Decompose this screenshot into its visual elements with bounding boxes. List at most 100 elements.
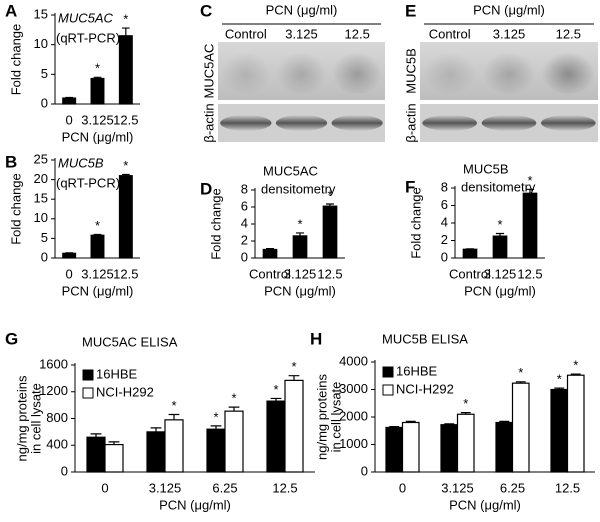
bar: [262, 248, 278, 259]
legend-swatch: [82, 369, 94, 381]
error-bar: [554, 387, 565, 390]
x-tick-label: 12.5: [272, 480, 297, 495]
y-tick-label: 4: [441, 214, 448, 229]
x-axis-label: PCN (μg/ml): [62, 129, 134, 144]
y-tick-label: 0: [41, 95, 48, 110]
bar: [62, 97, 77, 105]
y-axis-label: ng/mg proteins: [314, 374, 329, 460]
y-axis-label: in cell lysate: [28, 383, 43, 454]
error-bar: [210, 425, 222, 430]
panel-label: F: [405, 177, 415, 196]
blot-band: [541, 50, 596, 94]
y-tick-label: 5: [41, 230, 48, 245]
bar: [566, 374, 585, 473]
bar: [224, 410, 244, 473]
error-bar: [108, 441, 120, 445]
bar: [118, 175, 133, 259]
y-axis-label: Fold change: [208, 188, 223, 260]
significance-mark: *: [231, 391, 236, 406]
y-axis-label: Fold change: [8, 173, 23, 245]
bar: [492, 235, 508, 259]
error-bar: [444, 423, 455, 425]
row-label: β-actin: [403, 103, 418, 142]
x-tick-label: 0: [66, 112, 73, 127]
significance-mark: *: [327, 187, 332, 202]
significance-mark: *: [518, 365, 523, 380]
chart-title: MUC5AC: [263, 163, 318, 178]
row-label: β-actin: [201, 103, 216, 142]
y-tick-label: 5: [41, 66, 48, 81]
chart-title: MUC5AC: [58, 10, 114, 25]
y-tick-label: 25: [34, 151, 48, 166]
error-bar: [265, 248, 275, 250]
error-bar: [93, 233, 102, 236]
x-tick-label: 3.125: [81, 266, 114, 281]
lane-label: 3.125: [493, 26, 526, 41]
bar: [322, 205, 338, 259]
x-tick-label: 0: [66, 266, 73, 281]
lane-label: 12.5: [345, 26, 370, 41]
lane-label: Control: [429, 26, 471, 41]
x-tick-label: 3.125: [441, 480, 474, 495]
blot-band: [220, 50, 271, 94]
y-tick-label: 15: [34, 191, 48, 206]
error-bar: [228, 406, 240, 412]
actin-band: [541, 115, 596, 131]
panel-label: H: [310, 329, 322, 348]
bar: [550, 388, 569, 473]
error-bar: [168, 413, 180, 420]
error-bar: [150, 427, 162, 432]
significance-mark: *: [123, 158, 128, 173]
y-tick-label: 20: [34, 171, 48, 186]
chart-subtitle: densitometry: [261, 181, 336, 196]
panel-label: A: [5, 1, 17, 20]
significance-mark: *: [213, 409, 218, 424]
y-tick-label: 800: [46, 410, 68, 425]
legend-label: NCI-H292: [96, 384, 154, 399]
significance-mark: *: [95, 218, 100, 233]
y-tick-label: 400: [46, 437, 68, 452]
y-axis-label: in cell lysate: [328, 382, 343, 453]
chart-subtitle: (qRT-PCR): [56, 30, 120, 45]
actin-band: [331, 115, 383, 131]
legend-label: 16HBE: [396, 363, 438, 378]
significance-mark: *: [171, 398, 176, 413]
panel-label: D: [200, 179, 212, 198]
x-axis-label: PCN (μg/ml): [464, 283, 536, 298]
y-tick-label: 0: [441, 249, 448, 264]
bar: [104, 443, 124, 473]
significance-mark: *: [95, 61, 100, 76]
chart-title: MUC5AC ELISA: [82, 334, 178, 349]
y-tick-label: 1000: [339, 436, 368, 451]
bar: [164, 419, 184, 473]
bar: [90, 234, 105, 259]
significance-mark: *: [291, 359, 296, 374]
significance-mark: *: [463, 396, 468, 411]
error-bar: [405, 420, 416, 423]
error-bar: [325, 203, 335, 207]
legend-swatch: [82, 387, 94, 399]
x-tick-label: 0: [101, 480, 108, 495]
legend-label: 16HBE: [96, 366, 138, 381]
y-tick-label: 1200: [39, 383, 68, 398]
error-bar: [122, 173, 130, 176]
error-bar: [389, 426, 400, 428]
x-tick-label: 6.25: [500, 480, 525, 495]
y-tick-label: 1600: [39, 356, 68, 371]
y-axis-label: Fold change: [408, 187, 423, 259]
y-tick-label: 8: [241, 181, 248, 196]
bar: [522, 192, 538, 259]
error-bar: [495, 232, 505, 237]
y-tick-label: 0: [61, 463, 68, 478]
significance-mark: *: [297, 216, 302, 231]
x-axis-label: PCN (μg/ml): [62, 283, 134, 298]
error-bar: [570, 373, 581, 376]
y-tick-label: 10: [34, 210, 48, 225]
bar: [266, 400, 286, 473]
bar: [90, 77, 105, 105]
y-tick-label: 6: [441, 197, 448, 212]
error-bar: [65, 96, 73, 99]
bar: [206, 428, 226, 473]
chart-subtitle: densitometry: [461, 179, 536, 194]
